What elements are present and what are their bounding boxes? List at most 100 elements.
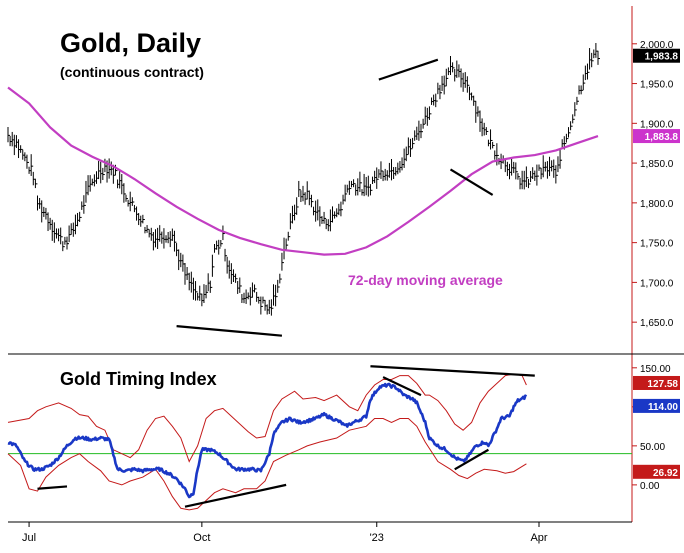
upper-band-box-bg xyxy=(633,375,680,390)
price-bar xyxy=(209,280,213,293)
price-bar xyxy=(279,273,282,284)
index-trendline xyxy=(37,485,68,490)
price-bar xyxy=(83,195,86,214)
index-value-box-text: 114.00 xyxy=(648,402,678,413)
price-bar xyxy=(348,180,352,195)
lower-band-box-bg xyxy=(633,464,680,479)
price-bar xyxy=(123,183,126,203)
price-bar xyxy=(79,211,82,222)
last-price-box: 1,983.8 xyxy=(633,48,680,63)
price-bar xyxy=(26,154,29,169)
price-bar xyxy=(568,127,571,138)
price-bar xyxy=(582,74,586,91)
price-panel: 2,000.0 1,950.0 1,900.0 1,850.0 1,800.0 1,750… xyxy=(7,40,680,337)
index-tick-label: 0.00 xyxy=(640,481,660,492)
price-bar xyxy=(60,227,63,245)
time-tick-label: Jul xyxy=(22,532,36,544)
price-bar xyxy=(409,138,413,157)
ma-value-box-text: 1,883.8 xyxy=(645,132,679,143)
price-bar xyxy=(597,50,600,65)
price-bar xyxy=(586,63,590,80)
chart-subtitle: (continuous contract) xyxy=(60,64,204,80)
price-bar xyxy=(536,164,539,186)
index-title: Gold Timing Index xyxy=(60,369,217,389)
price-bar xyxy=(224,248,228,262)
ma-value-box: 1,883.8 xyxy=(633,129,680,144)
price-bar xyxy=(527,178,531,189)
upper-band-box-text: 127.58 xyxy=(647,379,678,390)
price-bar xyxy=(285,238,289,251)
upper-band-box: 127.58 xyxy=(633,375,680,390)
index-trendline xyxy=(454,448,489,471)
index-tick-label: 150.00 xyxy=(640,364,671,375)
price-tick-label: 1,750.0 xyxy=(640,239,674,250)
price-bar xyxy=(66,236,69,250)
price-bar xyxy=(340,201,343,217)
price-bar xyxy=(359,171,362,192)
price-bar xyxy=(270,299,274,316)
moving-average-line xyxy=(7,86,599,256)
price-bar xyxy=(570,121,573,131)
price-bar xyxy=(369,184,373,196)
price-bar xyxy=(452,62,455,73)
price-tick-label: 1,650.0 xyxy=(640,318,674,329)
price-bar xyxy=(344,184,348,202)
price-bar xyxy=(559,149,563,169)
price-bar xyxy=(287,231,291,241)
time-tick-label: Oct xyxy=(193,532,210,544)
price-bar xyxy=(296,197,299,215)
price-bar xyxy=(376,167,379,189)
price-tick-label: 1,700.0 xyxy=(640,278,674,289)
price-bar xyxy=(515,162,518,180)
chart-title: Gold, Daily xyxy=(60,28,201,58)
last-price-box-bg xyxy=(633,48,680,63)
price-bar xyxy=(222,225,225,241)
last-price-box-text: 1,983.8 xyxy=(645,52,679,63)
price-bar xyxy=(576,96,579,105)
price-bar xyxy=(490,129,493,150)
price-bar xyxy=(211,254,215,277)
index-value-box: 114.00 xyxy=(633,398,680,413)
price-bar xyxy=(323,211,327,224)
price-bar xyxy=(445,68,449,87)
index-value-box-bg xyxy=(633,398,680,413)
price-bar xyxy=(439,84,442,100)
price-bar xyxy=(30,154,34,176)
price-bar xyxy=(260,296,263,315)
lower-band-box: 26.92 xyxy=(633,464,680,479)
time-axis: Jul Oct '23 Apr xyxy=(22,522,548,544)
price-bar xyxy=(591,52,594,68)
price-bar xyxy=(205,284,209,299)
price-bar xyxy=(235,273,238,283)
price-bar xyxy=(574,102,577,117)
price-bar xyxy=(131,197,135,206)
ma-value-box-bg xyxy=(633,129,680,144)
price-bar xyxy=(420,123,423,139)
timing-index-line xyxy=(7,382,528,499)
price-bar xyxy=(62,241,65,252)
price-bar xyxy=(353,179,356,188)
price-bar xyxy=(555,165,558,184)
price-bar xyxy=(7,126,10,143)
price-bar xyxy=(125,194,128,202)
index-trendline xyxy=(382,376,422,397)
time-tick-label: Apr xyxy=(530,532,547,544)
lower-band-box-text: 26.92 xyxy=(653,468,678,479)
price-bar xyxy=(173,230,177,252)
index-trendline xyxy=(184,483,287,508)
price-bar xyxy=(218,239,221,255)
price-bar xyxy=(310,194,314,208)
index-trendline xyxy=(370,365,535,377)
price-bar xyxy=(254,284,257,293)
price-tick-label: 1,950.0 xyxy=(640,80,674,91)
price-bar xyxy=(195,281,198,301)
price-trendline xyxy=(378,58,439,81)
price-bar xyxy=(435,93,438,108)
price-bar xyxy=(281,252,284,271)
price-bar xyxy=(412,137,415,149)
price-tick-label: 1,850.0 xyxy=(640,159,674,170)
price-bar xyxy=(239,277,242,293)
